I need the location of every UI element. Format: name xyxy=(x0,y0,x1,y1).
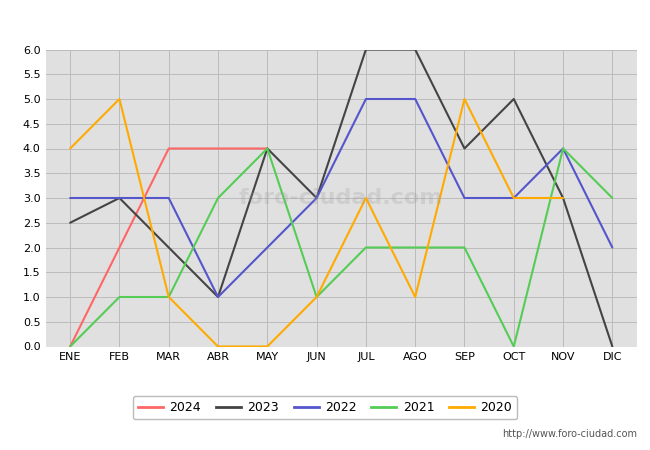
Legend: 2024, 2023, 2022, 2021, 2020: 2024, 2023, 2022, 2021, 2020 xyxy=(133,396,517,419)
Text: http://www.foro-ciudad.com: http://www.foro-ciudad.com xyxy=(502,429,637,439)
Text: Matriculaciones de Vehiculos en Castellar: Matriculaciones de Vehiculos en Castella… xyxy=(166,13,484,28)
Text: foro-ciudad.com: foro-ciudad.com xyxy=(239,188,443,208)
